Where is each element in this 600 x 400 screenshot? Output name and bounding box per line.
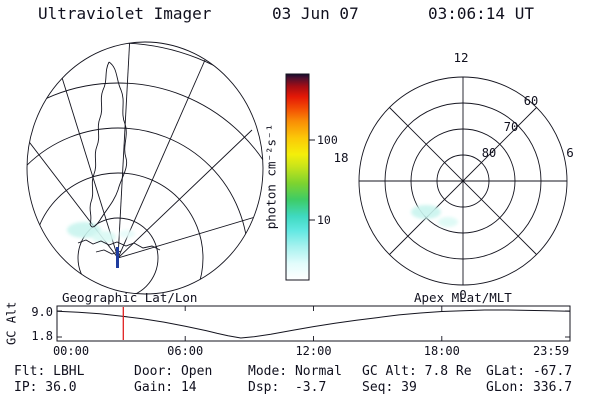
status-gcalt: GC Alt: 7.8 Re bbox=[362, 364, 472, 379]
polar-aurora-patch bbox=[411, 205, 458, 227]
mlat-70-label: 70 bbox=[503, 120, 519, 134]
status-glon: GLon: 336.7 bbox=[486, 380, 573, 395]
status-flt: Flt: LBHL bbox=[14, 364, 85, 379]
xtick-1200: 12:00 bbox=[295, 344, 332, 358]
date-label: 03 Jun 07 bbox=[272, 4, 359, 23]
polar-grid-graphic bbox=[358, 76, 568, 286]
time-label: 03:06:14 UT bbox=[428, 4, 534, 23]
gc-alt-curve bbox=[56, 309, 570, 339]
xtick-0000: 00:00 bbox=[52, 344, 90, 358]
earth-limb bbox=[26, 41, 264, 295]
status-dsp: Dsp: -3.7 bbox=[248, 380, 327, 395]
status-door: Door: Open bbox=[134, 364, 213, 379]
colorbar-tick-10: 10 bbox=[317, 213, 331, 227]
colorbar-units-label: photon cm⁻²s⁻¹ bbox=[263, 123, 279, 230]
xtick-0600: 06:00 bbox=[167, 344, 204, 358]
status-gain: Gain: 14 bbox=[134, 380, 197, 395]
gc-alt-axis-label: GC Alt bbox=[4, 301, 19, 345]
status-seq: Seq: 39 bbox=[362, 380, 417, 395]
mlt-12-label: 12 bbox=[453, 50, 469, 65]
mlat-80-label: 80 bbox=[481, 146, 497, 160]
map-aurora-patch bbox=[67, 222, 135, 243]
ytick-9: 9.0 bbox=[31, 305, 53, 319]
colorbar-tick-100: 100 bbox=[317, 133, 338, 147]
strip-chart-graphic bbox=[56, 305, 571, 342]
xtick-2359: 23:59 bbox=[532, 344, 570, 358]
polar-caption: Apex MLat/MLT bbox=[414, 290, 512, 305]
status-glat: GLat: -67.7 bbox=[486, 364, 573, 379]
status-mode: Mode: Normal bbox=[248, 364, 342, 379]
mlt-0-label: 0 bbox=[459, 287, 467, 302]
mlat-60-label: 60 bbox=[523, 94, 539, 108]
coastline bbox=[77, 61, 161, 255]
map-caption: Geographic Lat/Lon bbox=[62, 290, 198, 305]
ytick-1-8: 1.8 bbox=[31, 329, 53, 343]
xtick-1800: 18:00 bbox=[423, 344, 460, 358]
mlt-6-label: 6 bbox=[566, 145, 574, 160]
status-ip: IP: 36.0 bbox=[14, 380, 77, 395]
mlt-18-label: 18 bbox=[333, 150, 349, 165]
colorbar-graphic bbox=[285, 73, 315, 281]
app-title: Ultraviolet Imager bbox=[38, 4, 212, 23]
